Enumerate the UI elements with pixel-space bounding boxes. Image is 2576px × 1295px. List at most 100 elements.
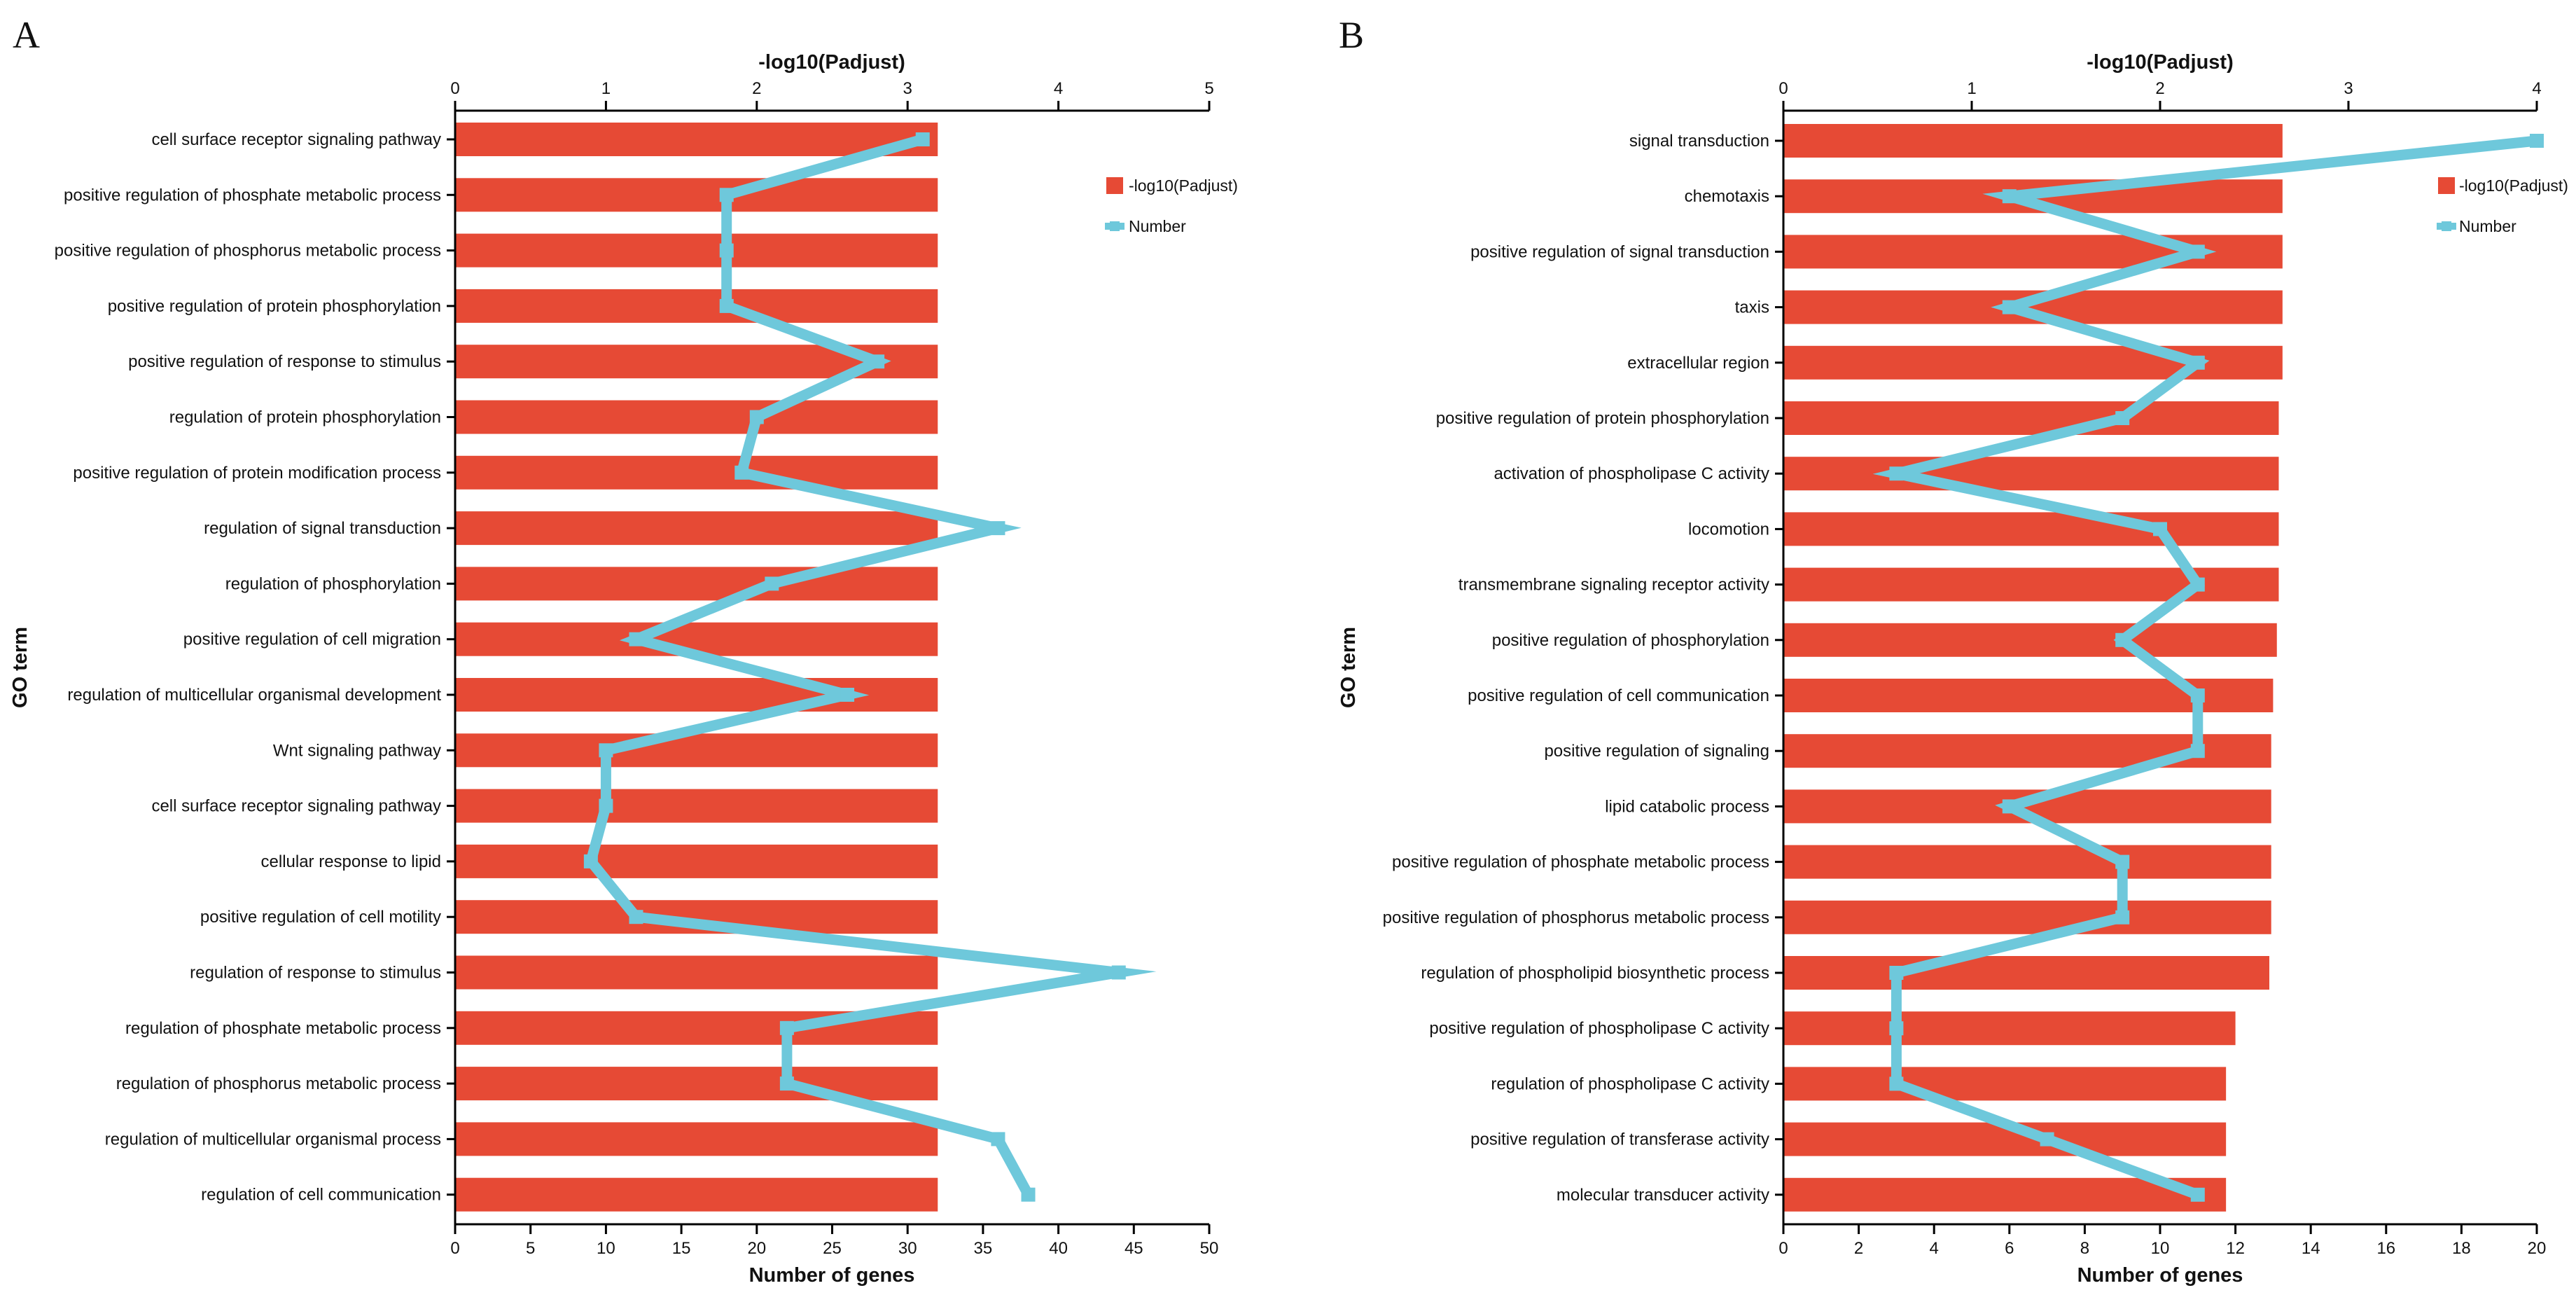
top-axis-ticks: 0 1 2 3 4 5 [450,79,1214,111]
number-point [779,1076,794,1091]
bar [455,178,938,212]
category-label: regulation of phosphorylation [225,574,441,593]
bottom-tick-label: 15 [672,1239,691,1258]
category-label: activation of phospholipase C activity [1494,464,1769,483]
category-label: regulation of multicellular organismal d… [67,686,441,705]
legend-line-marker [2442,221,2451,231]
category-label: regulation of protein phosphorylation [169,408,441,427]
bar [1783,900,2271,934]
number-point [779,1020,794,1035]
category-label: chemotaxis [1685,187,1769,206]
number-point [2002,189,2017,204]
number-point [2190,1187,2205,1202]
legend-bar-swatch [2438,177,2455,194]
number-point [2530,134,2544,148]
panel-letter-b: B [1339,14,1364,56]
bar [455,123,938,156]
bar-group [455,123,938,1212]
category-label: positive regulation of protein phosphory… [108,297,441,316]
category-labels: cell surface receptor signaling pathway p… [55,130,455,1205]
bar [1783,512,2279,546]
category-label: regulation of response to stimulus [190,964,441,983]
legend-label-padjust: -log10(Padjust) [2459,176,2568,195]
number-point [1021,1187,1036,1202]
bar [1783,956,2270,990]
bar [455,400,938,434]
bar [1783,623,2277,657]
top-tick-label: 0 [450,79,459,98]
number-point [2190,744,2205,759]
top-axis-title: -log10(Padjust) [2087,51,2233,74]
bottom-tick-label: 10 [597,1239,615,1258]
category-label: regulation of signal transduction [204,519,441,538]
panel-a: A cell surface receptor signaling pathwa… [9,14,1238,1287]
legend-line-marker [1110,221,1120,231]
category-label: Wnt signaling pathway [273,741,441,760]
bottom-tick-label: 16 [2376,1239,2395,1258]
bottom-tick-label: 30 [898,1239,917,1258]
panel-letter-a: A [13,14,40,56]
number-point [719,298,734,313]
top-tick-label: 4 [2532,79,2541,98]
bottom-tick-label: 8 [2080,1239,2089,1258]
number-point [2115,632,2130,647]
bottom-axis-title: Number of genes [2077,1264,2243,1287]
category-label: positive regulation of protein phosphory… [1436,409,1769,428]
number-point [629,910,643,924]
number-point [991,521,1005,536]
category-label: positive regulation of transferase activ… [1470,1130,1769,1149]
legend: -log10(Padjust) Number [1105,176,1238,235]
bottom-axis-ticks: 0 2 4 6 8 10 12 14 16 18 20 [1778,1224,2546,1258]
bar [455,233,938,268]
number-point [2115,910,2130,924]
category-label: regulation of phospholipid biosynthetic … [1421,964,1769,983]
number-point [583,854,598,868]
bar [455,733,938,768]
bottom-axis-title: Number of genes [749,1264,915,1287]
top-tick-label: 4 [1054,79,1063,98]
category-label: regulation of multicellular organismal p… [105,1130,441,1149]
number-point [719,243,734,258]
number-point [1111,965,1126,980]
bar [455,567,938,601]
category-label: regulation of cell communication [201,1186,441,1205]
category-label: positive regulation of protein modificat… [73,464,441,483]
bar [1783,345,2283,380]
bar-group [1783,124,2283,1212]
category-label: positive regulation of phosphorus metabo… [55,242,441,261]
bottom-tick-label: 20 [747,1239,766,1258]
category-label: signal transduction [1629,132,1769,151]
bottom-tick-label: 5 [526,1239,535,1258]
y-axis-title: GO term [1337,627,1360,708]
number-point [2040,1132,2054,1147]
top-tick-label: 3 [2344,79,2353,98]
category-label: positive regulation of signaling [1544,742,1769,761]
number-point [2190,244,2205,259]
bar [1783,124,2283,158]
legend-label-padjust: -log10(Padjust) [1129,176,1238,195]
number-point [2153,522,2167,536]
bottom-axis-ticks: 0 5 10 15 20 25 30 35 40 45 50 [450,1224,1218,1258]
top-axis-title: -log10(Padjust) [758,51,905,74]
number-point [1889,1076,1904,1091]
number-point [2002,300,2017,314]
bar [455,1122,938,1156]
top-tick-label: 5 [1204,79,1213,98]
category-label: taxis [1735,298,1769,317]
number-point [599,743,613,758]
number-point [749,410,764,424]
bottom-tick-label: 40 [1049,1239,1068,1258]
bar [455,789,938,823]
bottom-tick-label: 20 [2528,1239,2547,1258]
category-label: cellular response to lipid [261,852,441,871]
bottom-tick-label: 4 [1930,1239,1939,1258]
category-label: positive regulation of phospholipase C a… [1429,1019,1769,1038]
bottom-tick-label: 25 [823,1239,842,1258]
category-label: cell surface receptor signaling pathway [151,130,441,149]
number-point [915,132,930,146]
top-tick-label: 1 [1967,79,1976,98]
category-label: positive regulation of phosphorylation [1492,631,1769,650]
category-label: regulation of phosphate metabolic proces… [125,1019,441,1038]
number-point [991,1132,1005,1147]
